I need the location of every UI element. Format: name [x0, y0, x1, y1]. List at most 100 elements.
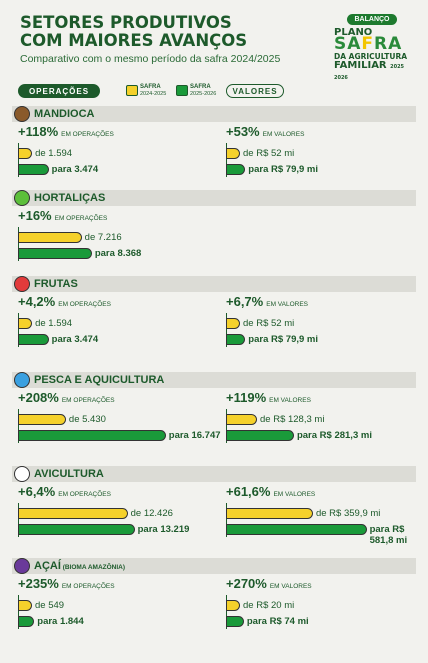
vals-label-2024-2025: de R$ 52 mi — [243, 148, 295, 159]
sector-section: AVICULTURA +6,4% EM OPERAÇÕES de 12.426 para… — [0, 466, 428, 556]
legend-s1-years: 2024-2025 — [140, 90, 167, 97]
logo-line4-text: FAMILIAR — [334, 60, 387, 71]
ops-percent-label: EM OPERAÇÕES — [58, 301, 111, 308]
sector-note: (BIOMA AMAZÔNIA) — [60, 564, 126, 571]
vals-axis — [226, 595, 227, 629]
ops-percent-value: +16% — [18, 208, 52, 223]
logo-years: 2025 2026 — [334, 64, 405, 81]
vals-percent-value: +270% — [226, 576, 267, 591]
ops-percent: +118% EM OPERAÇÕES — [18, 124, 114, 139]
sector-section: MANDIOCA +118% EM OPERAÇÕES de 1.594 para 3.… — [0, 106, 428, 196]
sector-header: AVICULTURA — [12, 466, 416, 482]
vals-label-2024-2025: de R$ 128,3 mi — [260, 414, 325, 425]
legend-s2-name: SAFRA — [190, 84, 211, 90]
logo-line2c: RA — [374, 34, 403, 54]
ops-axis — [18, 409, 19, 443]
operations-pill: OPERAÇÕES — [18, 84, 100, 98]
vals-axis — [226, 313, 227, 347]
watermelon-icon — [14, 276, 30, 292]
header: SETORES PRODUTIVOS COM MAIORES AVANÇOS C… — [20, 14, 280, 66]
legend-s1-swatch — [126, 85, 138, 96]
ops-percent: +6,4% EM OPERAÇÕES — [18, 484, 111, 499]
sector-title-text: PESCA E AQUICULTURA — [34, 374, 165, 386]
vals-label-2025-2026: para R$ 79,9 mi — [248, 164, 319, 175]
logo-badge: BALANÇO — [347, 14, 397, 25]
vals-percent: +53% EM VALORES — [226, 124, 304, 139]
sector-title-text: MANDIOCA — [34, 108, 95, 120]
vals-percent: +119% EM VALORES — [226, 390, 311, 405]
sector-section: FRUTAS +4,2% EM OPERAÇÕES de 1.594 para 3.47… — [0, 276, 428, 366]
sector-title: PESCA E AQUICULTURA — [34, 374, 164, 386]
sector-header: PESCA E AQUICULTURA — [12, 372, 416, 388]
sector-title: MANDIOCA — [34, 108, 95, 120]
legend-s1-name: SAFRA — [140, 84, 161, 90]
vals-percent-label: EM VALORES — [273, 491, 316, 498]
sector-header: AÇAÍ (BIOMA AMAZÔNIA) — [12, 558, 416, 574]
ops-axis — [18, 227, 19, 261]
sector-title-text: AÇAÍ — [34, 560, 61, 572]
vals-label-2025-2026: para R$ 79,9 mi — [248, 334, 319, 345]
logo-line1: PLANO — [334, 27, 373, 38]
vals-percent-value: +61,6% — [226, 484, 271, 499]
sector-title: FRUTAS — [34, 278, 78, 290]
vals-percent-label: EM VALORES — [266, 301, 309, 308]
logo-line2b: F — [361, 34, 375, 54]
logo-line4: FAMILIAR 2025 2026 — [334, 61, 410, 83]
ops-label-2025-2026: para 13.219 — [137, 524, 190, 535]
ops-label-2025-2026: para 3.474 — [51, 334, 99, 345]
vals-label-2024-2025: de R$ 359,9 mi — [315, 508, 381, 519]
sector-section: HORTALIÇAS +16% EM OPERAÇÕES de 7.216 para 8… — [0, 190, 428, 280]
chicken-icon — [14, 466, 30, 482]
ops-percent: +16% EM OPERAÇÕES — [18, 208, 107, 223]
ops-label-2024-2025: de 549 — [35, 600, 65, 611]
ops-percent: +235% EM OPERAÇÕES — [18, 576, 115, 591]
sector-header: MANDIOCA — [12, 106, 416, 122]
ops-percent-value: +118% — [18, 124, 59, 139]
vals-label-2024-2025: de R$ 52 mi — [243, 318, 295, 329]
legend-s2-swatch — [176, 85, 188, 96]
ops-label-2024-2025: de 1.594 — [35, 318, 73, 329]
lettuce-icon — [14, 190, 30, 206]
sector-section: AÇAÍ (BIOMA AMAZÔNIA) +235% EM OPERAÇÕES de… — [0, 558, 428, 648]
vals-bar-2024-2025 — [226, 414, 257, 425]
vals-axis — [226, 503, 227, 537]
sector-header: FRUTAS — [12, 276, 416, 292]
vals-bar-2025-2026 — [226, 430, 294, 441]
ops-bar-2024-2025 — [18, 600, 32, 611]
ops-label-2025-2026: para 1.844 — [37, 616, 84, 627]
ops-bar-2024-2025 — [18, 318, 33, 329]
ops-percent-label: EM OPERAÇÕES — [61, 397, 115, 404]
values-pill: VALORES — [226, 84, 284, 98]
sector-title: HORTALIÇAS — [34, 192, 105, 204]
vals-percent: +270% EM VALORES — [226, 576, 312, 591]
ops-axis — [18, 143, 19, 177]
ops-label-2024-2025: de 5.430 — [68, 414, 106, 425]
sector-title-text: AVICULTURA — [34, 468, 104, 480]
ops-axis — [18, 503, 19, 537]
ops-percent-value: +235% — [18, 576, 59, 591]
ops-bar-2025-2026 — [18, 248, 92, 259]
ops-bar-2024-2025 — [18, 148, 33, 159]
ops-percent-value: +208% — [18, 390, 59, 405]
vals-bar-2025-2026 — [226, 334, 246, 345]
ops-percent-label: EM OPERAÇÕES — [61, 583, 115, 590]
ops-label-2025-2026: para 8.368 — [94, 248, 142, 259]
sector-title: AÇAÍ (BIOMA AMAZÔNIA) — [34, 560, 125, 572]
vals-label-2025-2026: para R$ 581,8 mi — [369, 524, 408, 546]
sector-title-text: HORTALIÇAS — [34, 192, 106, 204]
fish-icon — [14, 372, 30, 388]
ops-percent-label: EM OPERAÇÕES — [58, 491, 111, 498]
logo-line3: DA AGRICULTURA — [334, 52, 408, 61]
vals-bar-2025-2026 — [226, 524, 367, 535]
vals-axis — [226, 409, 227, 443]
ops-axis — [18, 313, 19, 347]
acai-icon — [14, 558, 30, 574]
ops-label-2024-2025: de 7.216 — [84, 232, 122, 243]
ops-label-2024-2025: de 12.426 — [130, 508, 173, 519]
vals-percent-label: EM VALORES — [269, 583, 312, 590]
cassava-icon — [14, 106, 30, 122]
vals-percent-value: +6,7% — [226, 294, 264, 309]
legend-s2-years: 2025-2026 — [190, 90, 217, 97]
vals-percent-value: +119% — [226, 390, 267, 405]
vals-label-2025-2026: para R$ 281,3 mi — [296, 430, 372, 441]
